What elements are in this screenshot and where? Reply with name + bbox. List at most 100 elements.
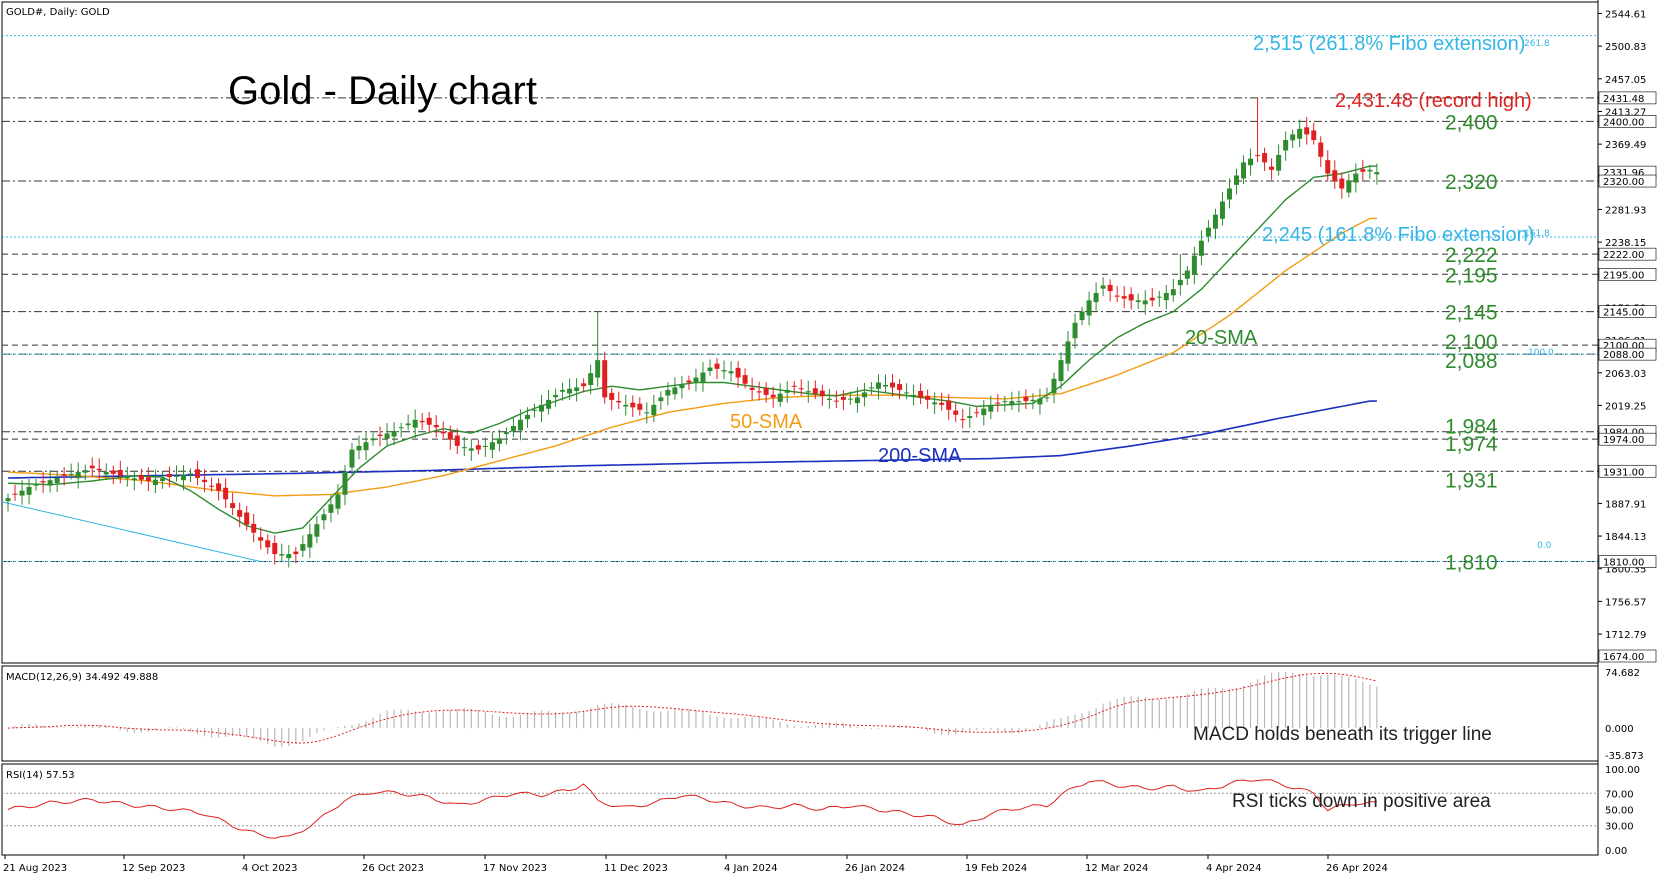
fibo-161-tag: 161.8 <box>1524 229 1550 239</box>
price-box <box>1598 432 1657 446</box>
candle-body <box>770 394 776 398</box>
candle-body <box>1311 130 1317 141</box>
macd-tick-label: 74.682 <box>1605 668 1640 679</box>
rsi-tick-label: 100.00 <box>1605 765 1640 776</box>
time-tick-label: 19 Feb 2024 <box>965 863 1027 874</box>
candle-body <box>1219 201 1225 219</box>
fibo-trend-line <box>1 501 261 563</box>
price-box-label: 2222.00 <box>1603 250 1644 261</box>
candle-body <box>742 375 748 384</box>
candle-body <box>349 449 355 468</box>
candle-body <box>609 392 615 400</box>
candle-body <box>616 400 622 403</box>
candle-body <box>1072 322 1078 339</box>
candle-body <box>307 534 313 548</box>
candle-body <box>967 416 973 418</box>
time-tick-label: 26 Oct 2023 <box>362 863 424 874</box>
candle-body <box>679 384 685 389</box>
candle-body <box>854 397 860 404</box>
level-label: 2,400 <box>1445 111 1498 134</box>
level-label: 2,320 <box>1445 171 1498 194</box>
candle-body <box>1339 178 1345 189</box>
candle-body <box>152 479 158 486</box>
candle-body <box>1212 214 1218 229</box>
time-tick-label: 21 Aug 2023 <box>3 863 67 874</box>
candle-body <box>693 377 699 383</box>
candle-body <box>468 448 474 451</box>
candle-body <box>12 493 18 495</box>
time-tick-label: 11 Dec 2023 <box>604 863 668 874</box>
macd-tick-label: 0.000 <box>1605 724 1634 735</box>
candle-body <box>461 447 467 449</box>
rsi-pane-frame <box>1 763 1599 856</box>
price-box <box>1598 464 1657 478</box>
candle-body <box>489 442 495 450</box>
candle-body <box>574 387 580 391</box>
candle-body <box>426 417 432 425</box>
candle-body <box>398 427 404 429</box>
main-header: GOLD#, Daily: GOLD <box>6 7 110 18</box>
candle-body <box>1262 153 1268 163</box>
candle-body <box>195 469 201 478</box>
rsi-header: RSI(14) 57.53 <box>6 770 75 781</box>
price-box-label: 1974.00 <box>1603 435 1644 446</box>
price-box-label: 2320.00 <box>1603 177 1644 188</box>
candle-body <box>581 383 587 387</box>
candle-body <box>188 473 194 475</box>
candle-body <box>510 426 516 432</box>
price-tick-label: 2413.27 <box>1605 107 1646 118</box>
candle-body <box>286 554 292 559</box>
candle-body <box>26 486 32 495</box>
sma20-line <box>7 165 1377 534</box>
price-box <box>1598 649 1657 663</box>
macd-note: MACD holds beneath its trigger line <box>1193 724 1492 745</box>
candle-body <box>960 419 966 421</box>
candle-body <box>1226 188 1232 200</box>
candle-body <box>237 510 243 517</box>
level-label: 2,195 <box>1445 264 1498 287</box>
sma200-label: 200-SMA <box>878 445 962 467</box>
price-box <box>1598 555 1657 568</box>
candle-body <box>1002 401 1008 403</box>
candle-body <box>1367 169 1373 172</box>
candle-body <box>714 363 720 369</box>
price-box-label: 2100.00 <box>1603 341 1644 352</box>
candle-body <box>756 391 762 393</box>
candle-body <box>173 475 179 477</box>
macd-signal-line <box>7 672 1378 744</box>
candle-body <box>1107 284 1113 292</box>
price-box-label: 2331.96 <box>1603 168 1644 179</box>
candle-body <box>1325 160 1331 174</box>
price-box <box>1598 268 1657 281</box>
candle-body <box>75 472 81 479</box>
price-box-label: 1931.00 <box>1603 467 1644 478</box>
candle-body <box>932 402 938 405</box>
candle-body <box>68 473 74 475</box>
candle-body <box>539 404 545 412</box>
candle-body <box>763 388 769 395</box>
candle-body <box>1304 127 1310 135</box>
candle-body <box>925 395 931 400</box>
candle-body <box>1205 227 1211 237</box>
candle-body <box>244 512 250 525</box>
candle-body <box>47 480 53 486</box>
candle-body <box>939 402 945 405</box>
candle-body <box>567 388 573 394</box>
candle-body <box>805 391 811 393</box>
time-tick-label: 4 Apr 2024 <box>1206 863 1261 874</box>
candle-body <box>1149 297 1155 301</box>
price-tick-label: 2544.61 <box>1605 9 1646 20</box>
price-box-label: 1674.00 <box>1603 652 1644 663</box>
macd-tick-label: -35.873 <box>1605 751 1644 762</box>
rsi-tick-label: 0.00 <box>1605 846 1627 857</box>
candle-body <box>335 494 341 509</box>
candle-body <box>1121 296 1127 299</box>
candle-body <box>251 523 257 533</box>
candle-body <box>1360 169 1366 172</box>
candle-body <box>1241 162 1247 179</box>
candle-body <box>440 431 446 434</box>
candle-body <box>272 542 278 555</box>
candle-body <box>370 438 376 441</box>
macd-pane-frame <box>1 665 1599 762</box>
